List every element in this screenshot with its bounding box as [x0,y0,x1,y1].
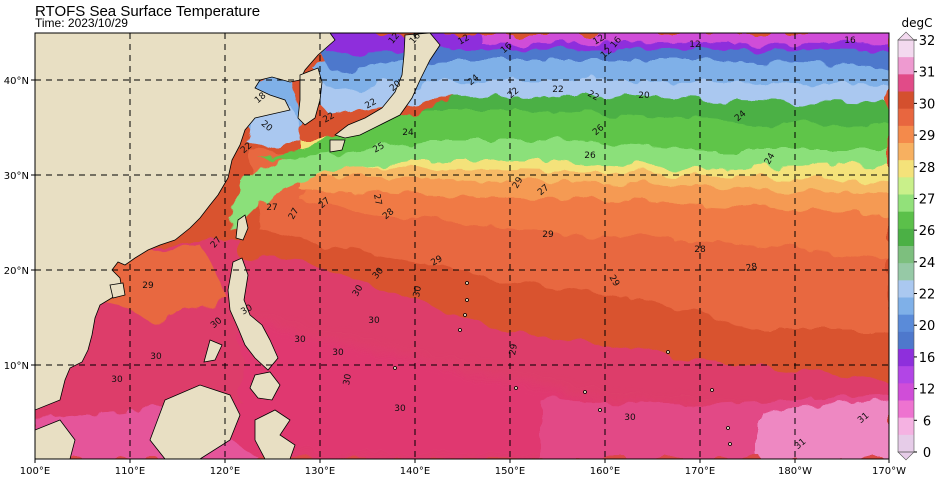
contour-label: 20 [638,91,650,101]
lon-tick-label: 180°W [778,466,812,477]
colorbar-swatch [898,211,914,230]
colorbar-swatch [898,434,914,453]
contour-label: 27 [371,193,383,206]
contour-label: 30 [111,375,123,385]
contour-label: 30 [332,348,344,358]
lon-tick-label: 100°E [20,466,50,477]
colorbar-swatch [898,349,914,367]
colorbar-tick-label: 32 [919,34,936,49]
contour-label: 30 [368,316,380,326]
colorbar-tick-label: 26 [919,224,936,239]
contour-label: 27 [287,207,301,222]
colorbar-swatch [898,400,914,419]
colorbar-swatch [898,40,914,58]
contour-label: 22 [586,89,601,103]
colorbar-swatch [898,74,914,92]
colorbar-swatch [898,366,914,384]
lon-tick-label: 170°W [872,466,906,477]
colorbar-swatch [898,91,914,110]
colorbar-unit: degC [902,16,933,30]
lon-tick-label: 120°E [210,466,240,477]
map-subtitle: Time: 2023/10/29 [35,16,128,30]
lon-tick-label: 170°E [685,466,715,477]
lon-tick-label: 150°E [495,466,525,477]
land-masses [35,33,732,459]
lat-tick-label: 10°N [4,361,29,372]
colorbar-tick-label: 22 [919,288,936,303]
lon-tick-label: 160°E [590,466,620,477]
colorbar-swatch [898,280,914,298]
colorbar-swatch [898,228,914,247]
colorbar-tick-label: 24 [919,256,936,271]
lon-tick-label: 140°E [400,466,430,477]
contour-label: 26 [584,151,596,161]
colorbar-swatch [898,57,914,75]
colorbar: 32 31 30 29 28 27 26 24 22 20 16 12 6 0 [897,31,936,461]
lon-tick-label: 130°E [305,466,335,477]
colorbar-swatch [898,331,914,350]
colorbar-swatch [898,246,914,264]
colorbar-swatch [898,177,914,195]
colorbar-tick-label: 0 [923,446,931,461]
contour-label: 16 [844,36,856,46]
contour-label: 22 [552,85,563,95]
colorbar-tick-label: 12 [919,383,936,398]
graticule [35,33,889,459]
colorbar-tick-label: 28 [919,161,936,176]
colorbar-swatch [898,160,914,178]
colorbar-tick-label: 6 [923,414,931,429]
contour-label: 24 [402,128,414,138]
contour-label: 29 [542,230,554,240]
contour-label: 22 [364,97,379,111]
contour-label: 12 [689,40,700,50]
lat-tick-label: 20°N [4,266,29,277]
colorbar-tick-label: 31 [919,66,936,81]
colorbar-tick-label: 20 [919,319,936,334]
contour-label: 27 [266,203,277,213]
lat-tick-label: 30°N [4,171,29,182]
colorbar-swatch [898,297,914,316]
contour-label: 30 [394,404,406,414]
latitude-axis: 40°N 30°N 20°N 10°N [4,76,35,372]
contour-label: 30 [342,373,354,386]
colorbar-tick-label: 30 [919,97,936,112]
colorbar-swatch [898,314,914,333]
contour-label: 28 [745,262,758,274]
contour-label: 30 [150,352,162,362]
contour-label: 30 [294,335,306,345]
contour-label: 12 [457,33,472,47]
map-title: RTOFS Sea Surface Temperature [35,3,261,20]
lat-tick-label: 40°N [4,76,29,87]
colorbar-swatch [898,383,914,401]
contour-label: 25 [372,141,387,155]
colorbar-swatch [898,263,914,281]
colorbar-tick-label: 16 [919,351,936,366]
colorbar-tick-label: 29 [919,129,936,144]
colorbar-swatch [898,143,914,161]
contour-label: 29 [142,281,154,291]
colorbar-swatch [898,108,914,127]
contour-label: 30 [412,285,424,298]
colorbar-swatch [898,194,914,213]
colorbar-tick-label: 27 [919,192,936,207]
colorbar-swatch [898,125,914,144]
longitude-axis: 100°E 110°E 120°E 130°E 140°E 150°E 160°E 170°E… [20,459,906,477]
contour-label: 12 [592,33,607,47]
lon-tick-label: 110°E [115,466,145,477]
contour-label: 29 [508,343,520,356]
map-frame [34,32,890,460]
colorbar-swatch [898,417,914,436]
contour-label: 22 [322,111,337,125]
contour-label: 28 [694,245,706,255]
contour-label: 30 [624,413,636,423]
